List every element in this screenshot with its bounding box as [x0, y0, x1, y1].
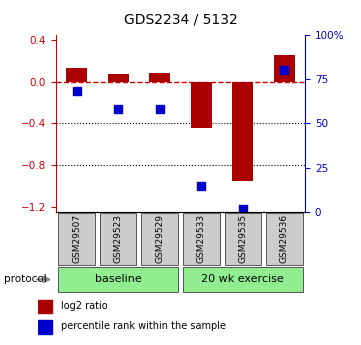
Text: 20 wk exercise: 20 wk exercise — [201, 274, 284, 284]
Text: GSM29535: GSM29535 — [238, 214, 247, 264]
Bar — [38, 300, 52, 313]
Text: protocol: protocol — [4, 275, 46, 284]
Bar — [58, 267, 178, 292]
Point — [116, 106, 121, 112]
Text: GSM29533: GSM29533 — [197, 214, 206, 264]
Bar — [58, 213, 95, 265]
Bar — [38, 320, 52, 334]
Point — [199, 183, 204, 188]
Text: GSM29507: GSM29507 — [72, 214, 81, 264]
Text: GSM29536: GSM29536 — [280, 214, 289, 264]
Bar — [266, 213, 303, 265]
Bar — [142, 213, 178, 265]
Bar — [108, 74, 129, 81]
Point — [74, 89, 80, 94]
Text: GSM29529: GSM29529 — [155, 214, 164, 264]
Bar — [183, 267, 303, 292]
Text: GDS2234 / 5132: GDS2234 / 5132 — [123, 12, 238, 26]
Text: GSM29523: GSM29523 — [114, 214, 123, 264]
Bar — [225, 213, 261, 265]
Bar — [66, 68, 87, 81]
Bar — [149, 73, 170, 81]
Point — [282, 67, 287, 73]
Bar — [232, 81, 253, 181]
Bar — [100, 213, 136, 265]
Text: baseline: baseline — [95, 274, 142, 284]
Point — [240, 206, 245, 211]
Bar — [191, 81, 212, 128]
Point — [157, 106, 162, 112]
Bar — [274, 56, 295, 81]
Bar — [183, 213, 219, 265]
Text: percentile rank within the sample: percentile rank within the sample — [61, 321, 226, 331]
Text: log2 ratio: log2 ratio — [61, 301, 108, 311]
